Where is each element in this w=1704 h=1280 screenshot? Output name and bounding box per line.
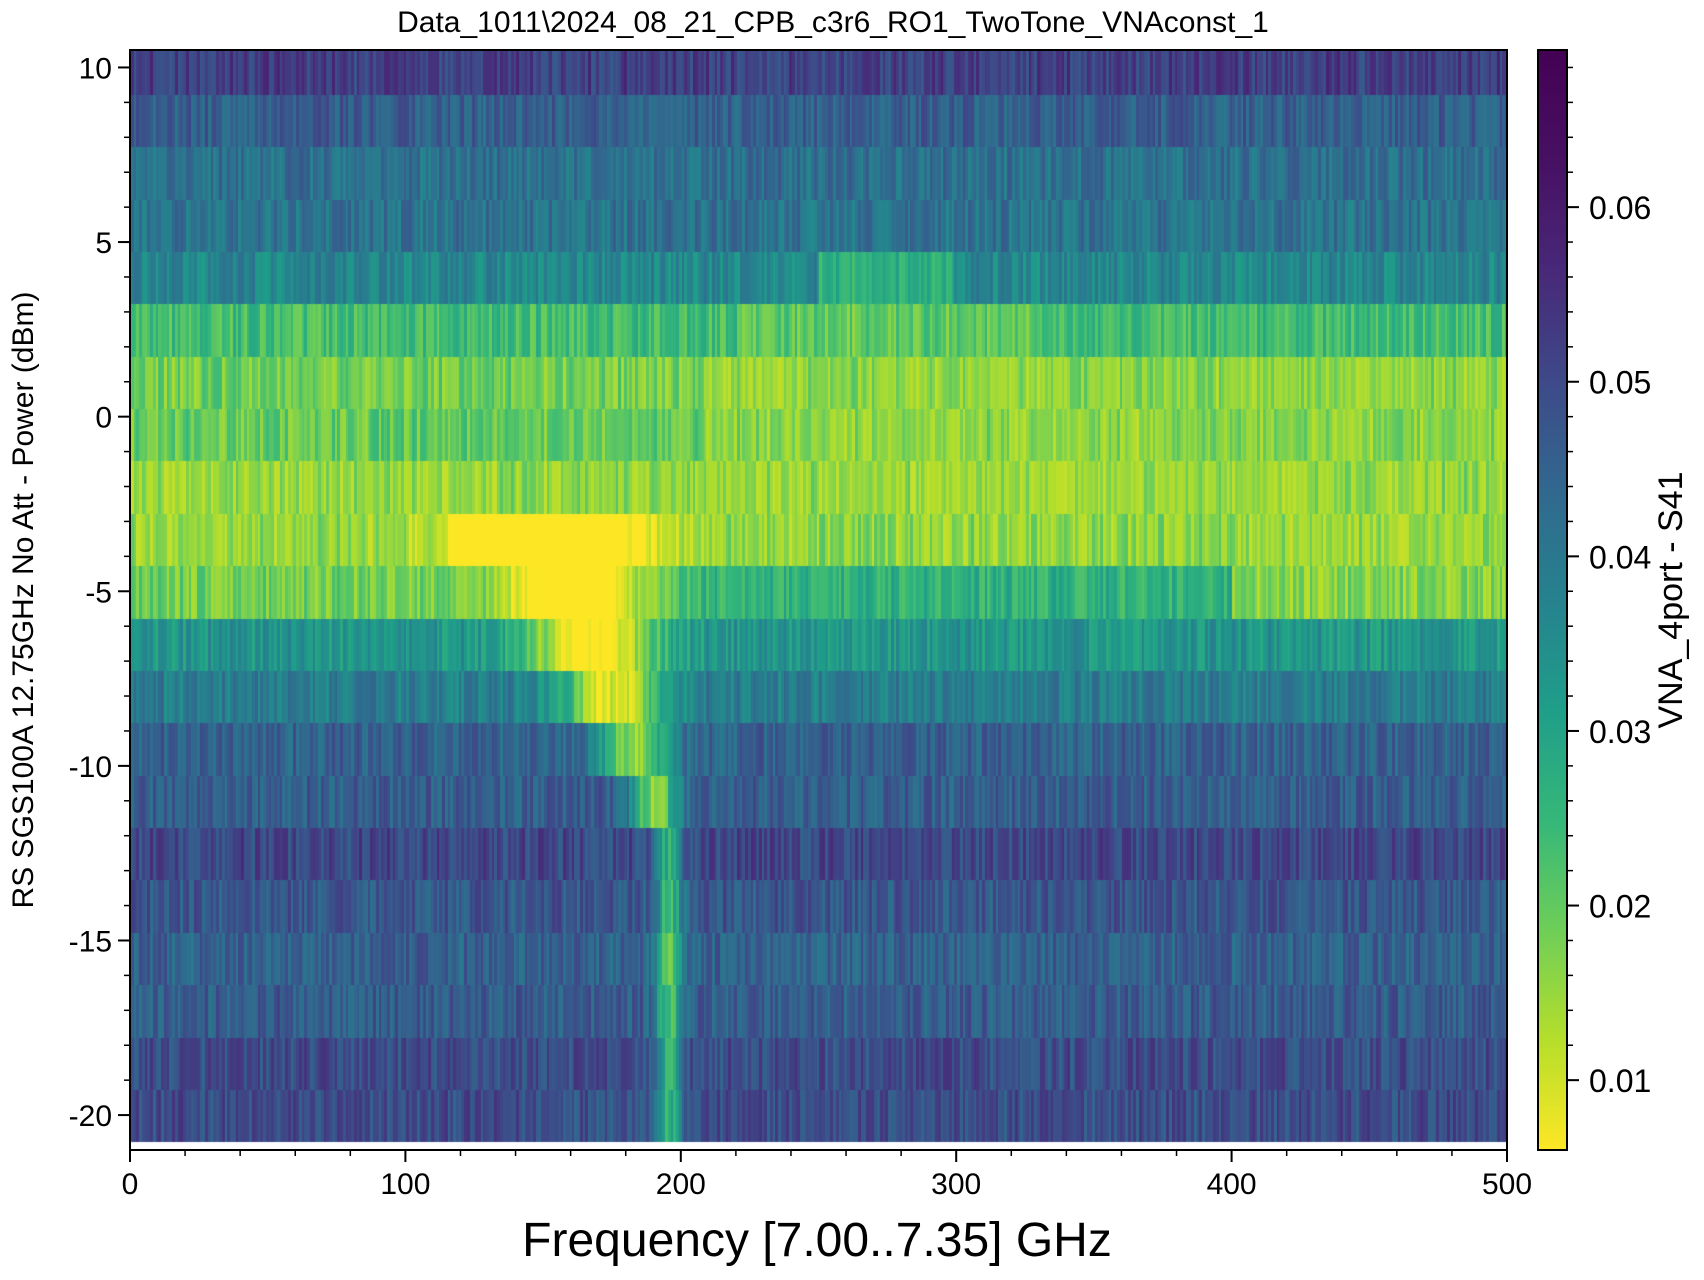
y-tick-label: -10 (69, 751, 112, 784)
x-tick-label: 100 (380, 1168, 430, 1201)
x-tick-label: 500 (1482, 1168, 1532, 1201)
y-axis: -20 -15 -10 -5 0 5 10 (69, 52, 130, 1133)
colorbar-axis: 0.01 0.02 0.03 0.04 0.05 0.06 (1567, 66, 1651, 1099)
x-tick-label: 200 (656, 1168, 706, 1201)
colorbar-tick-label: 0.01 (1589, 1063, 1651, 1099)
heatmap-image (130, 50, 1507, 1150)
y-tick-label: 5 (95, 227, 112, 260)
x-tick-label: 400 (1207, 1168, 1257, 1201)
y-tick-label: -5 (85, 576, 112, 609)
plot-frame (129, 49, 1508, 1151)
colorbar-tick-label: 0.03 (1589, 714, 1651, 750)
colorbar-tick-label: 0.04 (1589, 539, 1651, 575)
x-axis-label: Frequency [7.00..7.35] GHz (522, 1214, 1112, 1267)
chart-title: Data_1011\2024_08_21_CPB_c3r6_RO1_TwoTon… (397, 6, 1269, 39)
x-axis: 0 100 200 300 400 500 (122, 1150, 1532, 1201)
colorbar (1537, 49, 1568, 1151)
x-tick-label: 0 (122, 1168, 139, 1201)
y-tick-label: -15 (69, 925, 112, 958)
y-tick-label: 0 (95, 402, 112, 435)
colorbar-tick-label: 0.06 (1589, 190, 1651, 226)
y-axis-label: RS SGS100A 12.75GHz No Att - Power (dBm) (7, 292, 40, 909)
colorbar-tick-label: 0.02 (1589, 889, 1651, 925)
y-tick-label: 10 (79, 52, 112, 85)
y-tick-label: -20 (69, 1100, 112, 1133)
x-tick-label: 300 (931, 1168, 981, 1201)
colorbar-label: VNA_4port - S41 (1652, 471, 1690, 728)
colorbar-tick-label: 0.05 (1589, 365, 1651, 401)
